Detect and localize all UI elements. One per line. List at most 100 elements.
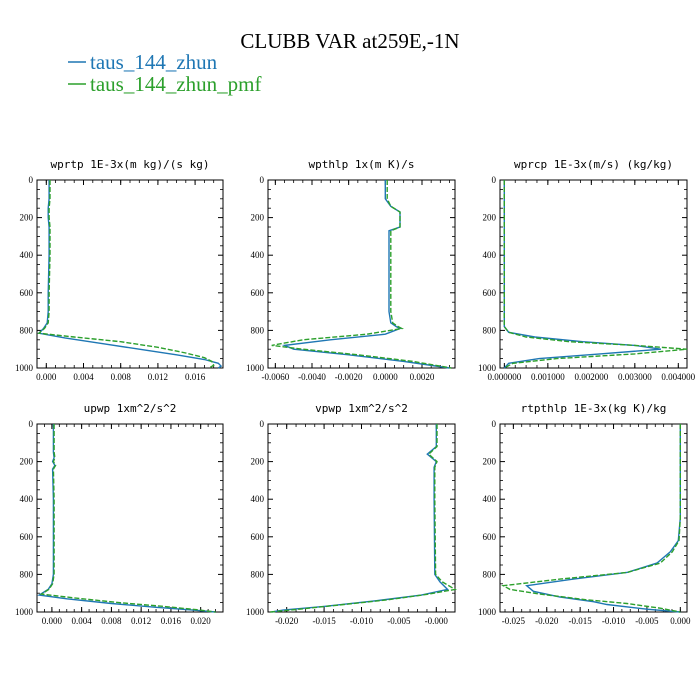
y-tick-label: 600 bbox=[20, 532, 34, 542]
figure-title: CLUBB VAR at259E,-1N bbox=[240, 29, 459, 53]
series-line-taus-144-zhun bbox=[525, 424, 681, 613]
y-tick-label: 200 bbox=[251, 457, 265, 467]
x-tick-label: -0.015 bbox=[312, 616, 336, 626]
y-tick-label: 200 bbox=[251, 213, 265, 223]
series-line-taus-144-zhun bbox=[37, 180, 223, 369]
x-tick-label: -0.005 bbox=[635, 616, 659, 626]
panel-3: wprcp 1E-3x(m/s) (kg/kg) 0 200 400 600 800 100… bbox=[478, 158, 696, 382]
y-tick-label: 400 bbox=[251, 494, 265, 504]
plot-frame bbox=[267, 423, 456, 613]
panel-2: wpthlp 1x(m K)/s 0 200 400 600 800 1000-0.0060… bbox=[246, 158, 456, 382]
y-tick-label: 200 bbox=[483, 457, 497, 467]
y-tick-label: 600 bbox=[251, 288, 265, 298]
series-line-taus-144-zhun-pmf bbox=[271, 180, 452, 369]
y-tick-label: 1000 bbox=[15, 363, 34, 373]
x-tick-label: -0.020 bbox=[535, 616, 559, 626]
x-tick-label: 0.001000 bbox=[531, 372, 565, 382]
y-tick-label: 400 bbox=[251, 250, 265, 260]
x-tick-label: -0.010 bbox=[350, 616, 374, 626]
legend-label-1: taus_144_zhun bbox=[90, 50, 218, 74]
x-tick-label: -0.0040 bbox=[298, 372, 326, 382]
x-tick-label: 0.004 bbox=[72, 616, 93, 626]
y-tick-label: 400 bbox=[20, 494, 34, 504]
y-tick-label: 200 bbox=[483, 213, 497, 223]
series-line-taus-144-zhun-pmf bbox=[503, 180, 688, 369]
y-tick-label: 400 bbox=[20, 250, 34, 260]
y-tick-label: 800 bbox=[483, 569, 497, 579]
y-tick-label: 400 bbox=[483, 494, 497, 504]
x-tick-label: -0.0060 bbox=[261, 372, 289, 382]
x-tick-label: 0.020 bbox=[191, 616, 212, 626]
x-tick-label: -0.015 bbox=[569, 616, 593, 626]
panel-6: rtpthlp 1E-3x(kg K)/kg02004006008001000-… bbox=[478, 402, 691, 626]
y-tick-label: 800 bbox=[483, 325, 497, 335]
x-tick-label: 0.000000 bbox=[487, 372, 521, 382]
series-line-taus-144-zhun-pmf bbox=[37, 180, 215, 369]
x-tick-label: 0.004000 bbox=[661, 372, 695, 382]
legend-label-2: taus_144_zhun_pmf bbox=[90, 72, 261, 96]
x-tick-label: 0.008 bbox=[111, 372, 132, 382]
panel-title: wpthlp 1x(m K)/s bbox=[309, 158, 415, 171]
x-tick-label: 0.002000 bbox=[574, 372, 608, 382]
plot-frame bbox=[499, 423, 688, 613]
panel-title: vpwp 1xm^2/s^2 bbox=[315, 402, 408, 415]
y-tick-label: 0 bbox=[260, 419, 265, 429]
series-line-taus-144-zhun bbox=[37, 424, 216, 613]
plot-frame bbox=[267, 179, 456, 369]
x-tick-label: 0.012 bbox=[131, 616, 151, 626]
y-tick-label: 800 bbox=[20, 325, 34, 335]
x-tick-label: 0.008 bbox=[101, 616, 122, 626]
panel-5: vpwp 1xm^2/s^2 0 200 400 600 800 1000 -0.020 -0.… bbox=[246, 402, 457, 626]
series-line-taus-144-zhun-pmf bbox=[270, 424, 457, 613]
y-tick-label: 600 bbox=[483, 532, 497, 542]
y-tick-label: 1000 bbox=[15, 607, 34, 617]
y-tick-label: 0 bbox=[492, 175, 497, 185]
legend: taus_144_zhun taus_144_zhun_pmf bbox=[68, 50, 261, 96]
x-tick-label: -0.025 bbox=[502, 616, 526, 626]
y-tick-label: 1000 bbox=[246, 607, 265, 617]
x-tick-label: 0.004 bbox=[73, 372, 94, 382]
panel-title: wprcp 1E-3x(m/s) (kg/kg) bbox=[514, 158, 673, 171]
y-tick-label: 800 bbox=[20, 569, 34, 579]
panel-1: wprtp 1E-3x(m kg)/(s kg) 0 200 400 600 800 100… bbox=[15, 158, 224, 382]
x-tick-label: 0.000 bbox=[36, 372, 57, 382]
y-tick-label: 600 bbox=[483, 288, 497, 298]
y-tick-label: 1000 bbox=[246, 363, 265, 373]
x-tick-label: 0.016 bbox=[161, 616, 182, 626]
x-tick-label: 0.012 bbox=[148, 372, 168, 382]
series-line-taus-144-zhun bbox=[503, 180, 662, 369]
y-tick-label: 0 bbox=[29, 175, 34, 185]
x-tick-label: 0.0000 bbox=[373, 372, 398, 382]
x-tick-label: 0.000 bbox=[42, 616, 63, 626]
panels: wprtp 1E-3x(m kg)/(s kg) 0 200 400 600 800 100… bbox=[15, 158, 696, 626]
x-tick-label: -0.000 bbox=[425, 616, 449, 626]
panel-title: upwp 1xm^2/s^2 bbox=[84, 402, 177, 415]
plot-frame bbox=[499, 179, 688, 369]
y-tick-label: 200 bbox=[20, 457, 34, 467]
y-tick-label: 1000 bbox=[478, 607, 497, 617]
x-tick-label: 0.003000 bbox=[618, 372, 652, 382]
y-tick-label: 1000 bbox=[478, 363, 497, 373]
y-tick-label: 0 bbox=[29, 419, 34, 429]
y-tick-label: 600 bbox=[251, 532, 265, 542]
x-tick-label: -0.005 bbox=[387, 616, 411, 626]
y-tick-label: 200 bbox=[20, 213, 34, 223]
series-line-taus-144-zhun bbox=[271, 424, 449, 613]
x-tick-label: -0.010 bbox=[602, 616, 626, 626]
panel-4: upwp 1xm^2/s^2 0 200 400 600 800 1000 0.000 0.00… bbox=[15, 402, 224, 626]
x-tick-label: 0.016 bbox=[185, 372, 206, 382]
y-tick-label: 0 bbox=[260, 175, 265, 185]
y-tick-label: 0 bbox=[492, 419, 497, 429]
series-line-taus-144-zhun-pmf bbox=[39, 424, 216, 613]
x-tick-label: -0.020 bbox=[275, 616, 299, 626]
x-tick-label: 0.0020 bbox=[410, 372, 435, 382]
x-tick-label: 0.000 bbox=[670, 616, 691, 626]
x-tick-label: -0.0020 bbox=[335, 372, 363, 382]
plot-frame bbox=[36, 179, 224, 369]
y-tick-label: 800 bbox=[251, 325, 265, 335]
y-tick-label: 800 bbox=[251, 569, 265, 579]
panel-title: wprtp 1E-3x(m kg)/(s kg) bbox=[51, 158, 210, 171]
y-tick-label: 600 bbox=[20, 288, 34, 298]
series-line-taus-144-zhun-pmf bbox=[501, 424, 681, 613]
